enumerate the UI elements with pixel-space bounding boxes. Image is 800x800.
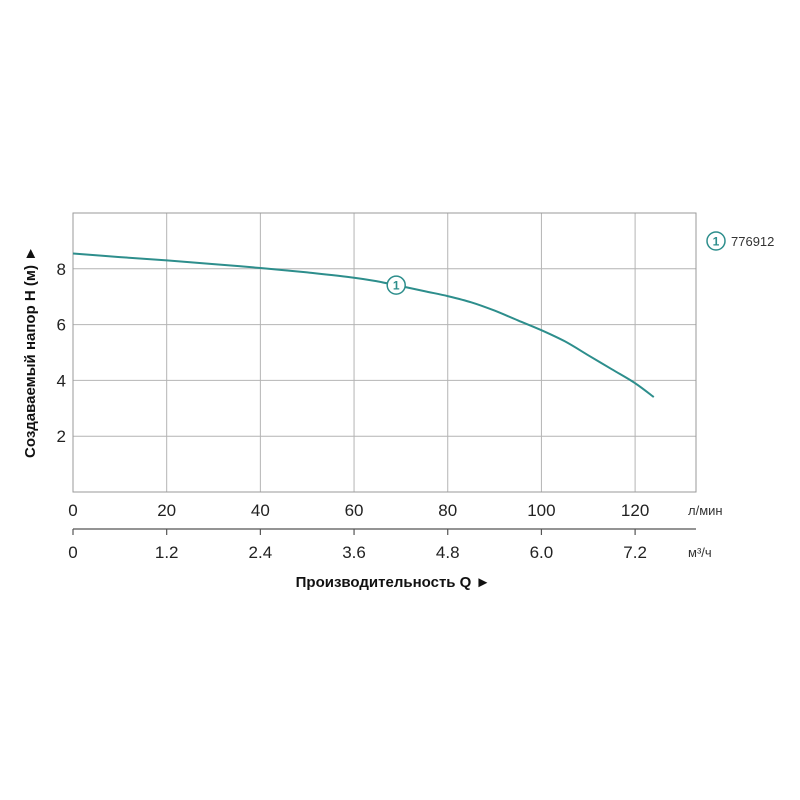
x-tick-label: 100 xyxy=(527,501,555,520)
series-marker xyxy=(386,275,406,295)
y-tick-label: 2 xyxy=(57,427,66,446)
plot-frame xyxy=(72,212,697,493)
x2-tick-label: 7.2 xyxy=(623,543,647,562)
x-tick-label: 0 xyxy=(68,501,77,520)
legend: 1 776912 xyxy=(706,231,774,251)
y-axis-title: Создаваемый напор H (м) ► xyxy=(22,246,39,458)
x-tick-label: 40 xyxy=(251,501,270,520)
legend-label: 776912 xyxy=(731,234,774,249)
y-tick-label: 6 xyxy=(57,316,66,335)
x-axis-title: Производительность Q ► xyxy=(296,574,491,591)
y-tick-label: 8 xyxy=(57,260,66,279)
x-axis-m3h: 0 1.2 2.4 3.6 4.8 6.0 7.2 xyxy=(68,528,696,562)
grid xyxy=(73,213,696,492)
x-tick-label: 60 xyxy=(345,501,364,520)
legend-marker-label: 1 xyxy=(713,235,720,249)
x2-tick-label: 6.0 xyxy=(530,543,554,562)
y-axis: 2 4 6 8 xyxy=(57,260,66,446)
y-tick-label: 4 xyxy=(57,371,66,390)
series-marker-label: 1 xyxy=(393,279,400,293)
x-unit-label: л/мин xyxy=(688,503,723,518)
x-tick-label: 20 xyxy=(157,501,176,520)
x-axis-lpm: 0 20 40 60 80 100 120 xyxy=(68,501,649,520)
x2-tick-label: 0 xyxy=(68,543,77,562)
x2-tick-label: 2.4 xyxy=(249,543,273,562)
series-line-776912 xyxy=(72,252,655,398)
x2-tick-label: 1.2 xyxy=(155,543,179,562)
x2-tick-label: 4.8 xyxy=(436,543,460,562)
x2-unit-label: м³/ч xyxy=(688,545,712,560)
series-group: 1 xyxy=(72,252,655,398)
x-tick-label: 120 xyxy=(621,501,649,520)
x-tick-label: 80 xyxy=(438,501,457,520)
x2-tick-label: 3.6 xyxy=(342,543,366,562)
legend-marker xyxy=(706,231,726,251)
